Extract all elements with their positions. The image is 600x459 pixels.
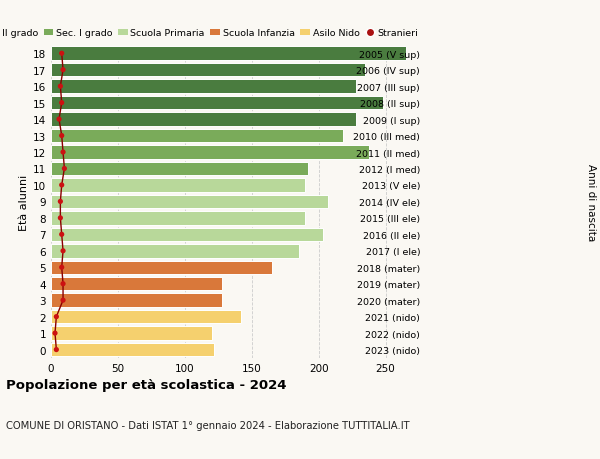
Bar [51, 47, 406, 61]
Point [57, 50, 67, 58]
Bar [51, 97, 383, 110]
Point [52, 346, 61, 353]
Point [54, 116, 64, 123]
Bar [51, 162, 308, 176]
Text: Popolazione per età scolastica - 2024: Popolazione per età scolastica - 2024 [6, 379, 287, 392]
Legend: Sec. II grado, Sec. I grado, Scuola Primaria, Scuola Infanzia, Asilo Nido, Stran: Sec. II grado, Sec. I grado, Scuola Prim… [0, 29, 418, 38]
Bar [51, 129, 343, 143]
Bar [51, 294, 222, 307]
Bar [51, 146, 370, 159]
Bar [51, 195, 328, 209]
Point [58, 149, 68, 157]
Text: Anni di nascita: Anni di nascita [586, 163, 596, 241]
Text: COMUNE DI ORISTANO - Dati ISTAT 1° gennaio 2024 - Elaborazione TUTTITALIA.IT: COMUNE DI ORISTANO - Dati ISTAT 1° genna… [6, 420, 410, 430]
Point [57, 100, 67, 107]
Bar [51, 80, 356, 94]
Bar [51, 245, 299, 258]
Point [58, 297, 68, 304]
Point [57, 231, 67, 239]
Point [58, 247, 68, 255]
Point [59, 165, 69, 173]
Bar [51, 228, 323, 241]
Y-axis label: Età alunni: Età alunni [19, 174, 29, 230]
Bar [51, 310, 241, 324]
Bar [51, 261, 272, 274]
Bar [51, 64, 365, 77]
Point [57, 133, 67, 140]
Bar [51, 113, 356, 127]
Point [56, 198, 65, 206]
Point [58, 280, 68, 288]
Bar [51, 343, 214, 357]
Point [57, 264, 67, 271]
Point [57, 182, 67, 189]
Bar [51, 327, 212, 340]
Bar [51, 179, 305, 192]
Point [58, 67, 68, 74]
Point [56, 215, 65, 222]
Bar [51, 212, 305, 225]
Bar [51, 277, 222, 291]
Point [52, 313, 61, 321]
Point [50, 330, 60, 337]
Point [56, 83, 65, 90]
